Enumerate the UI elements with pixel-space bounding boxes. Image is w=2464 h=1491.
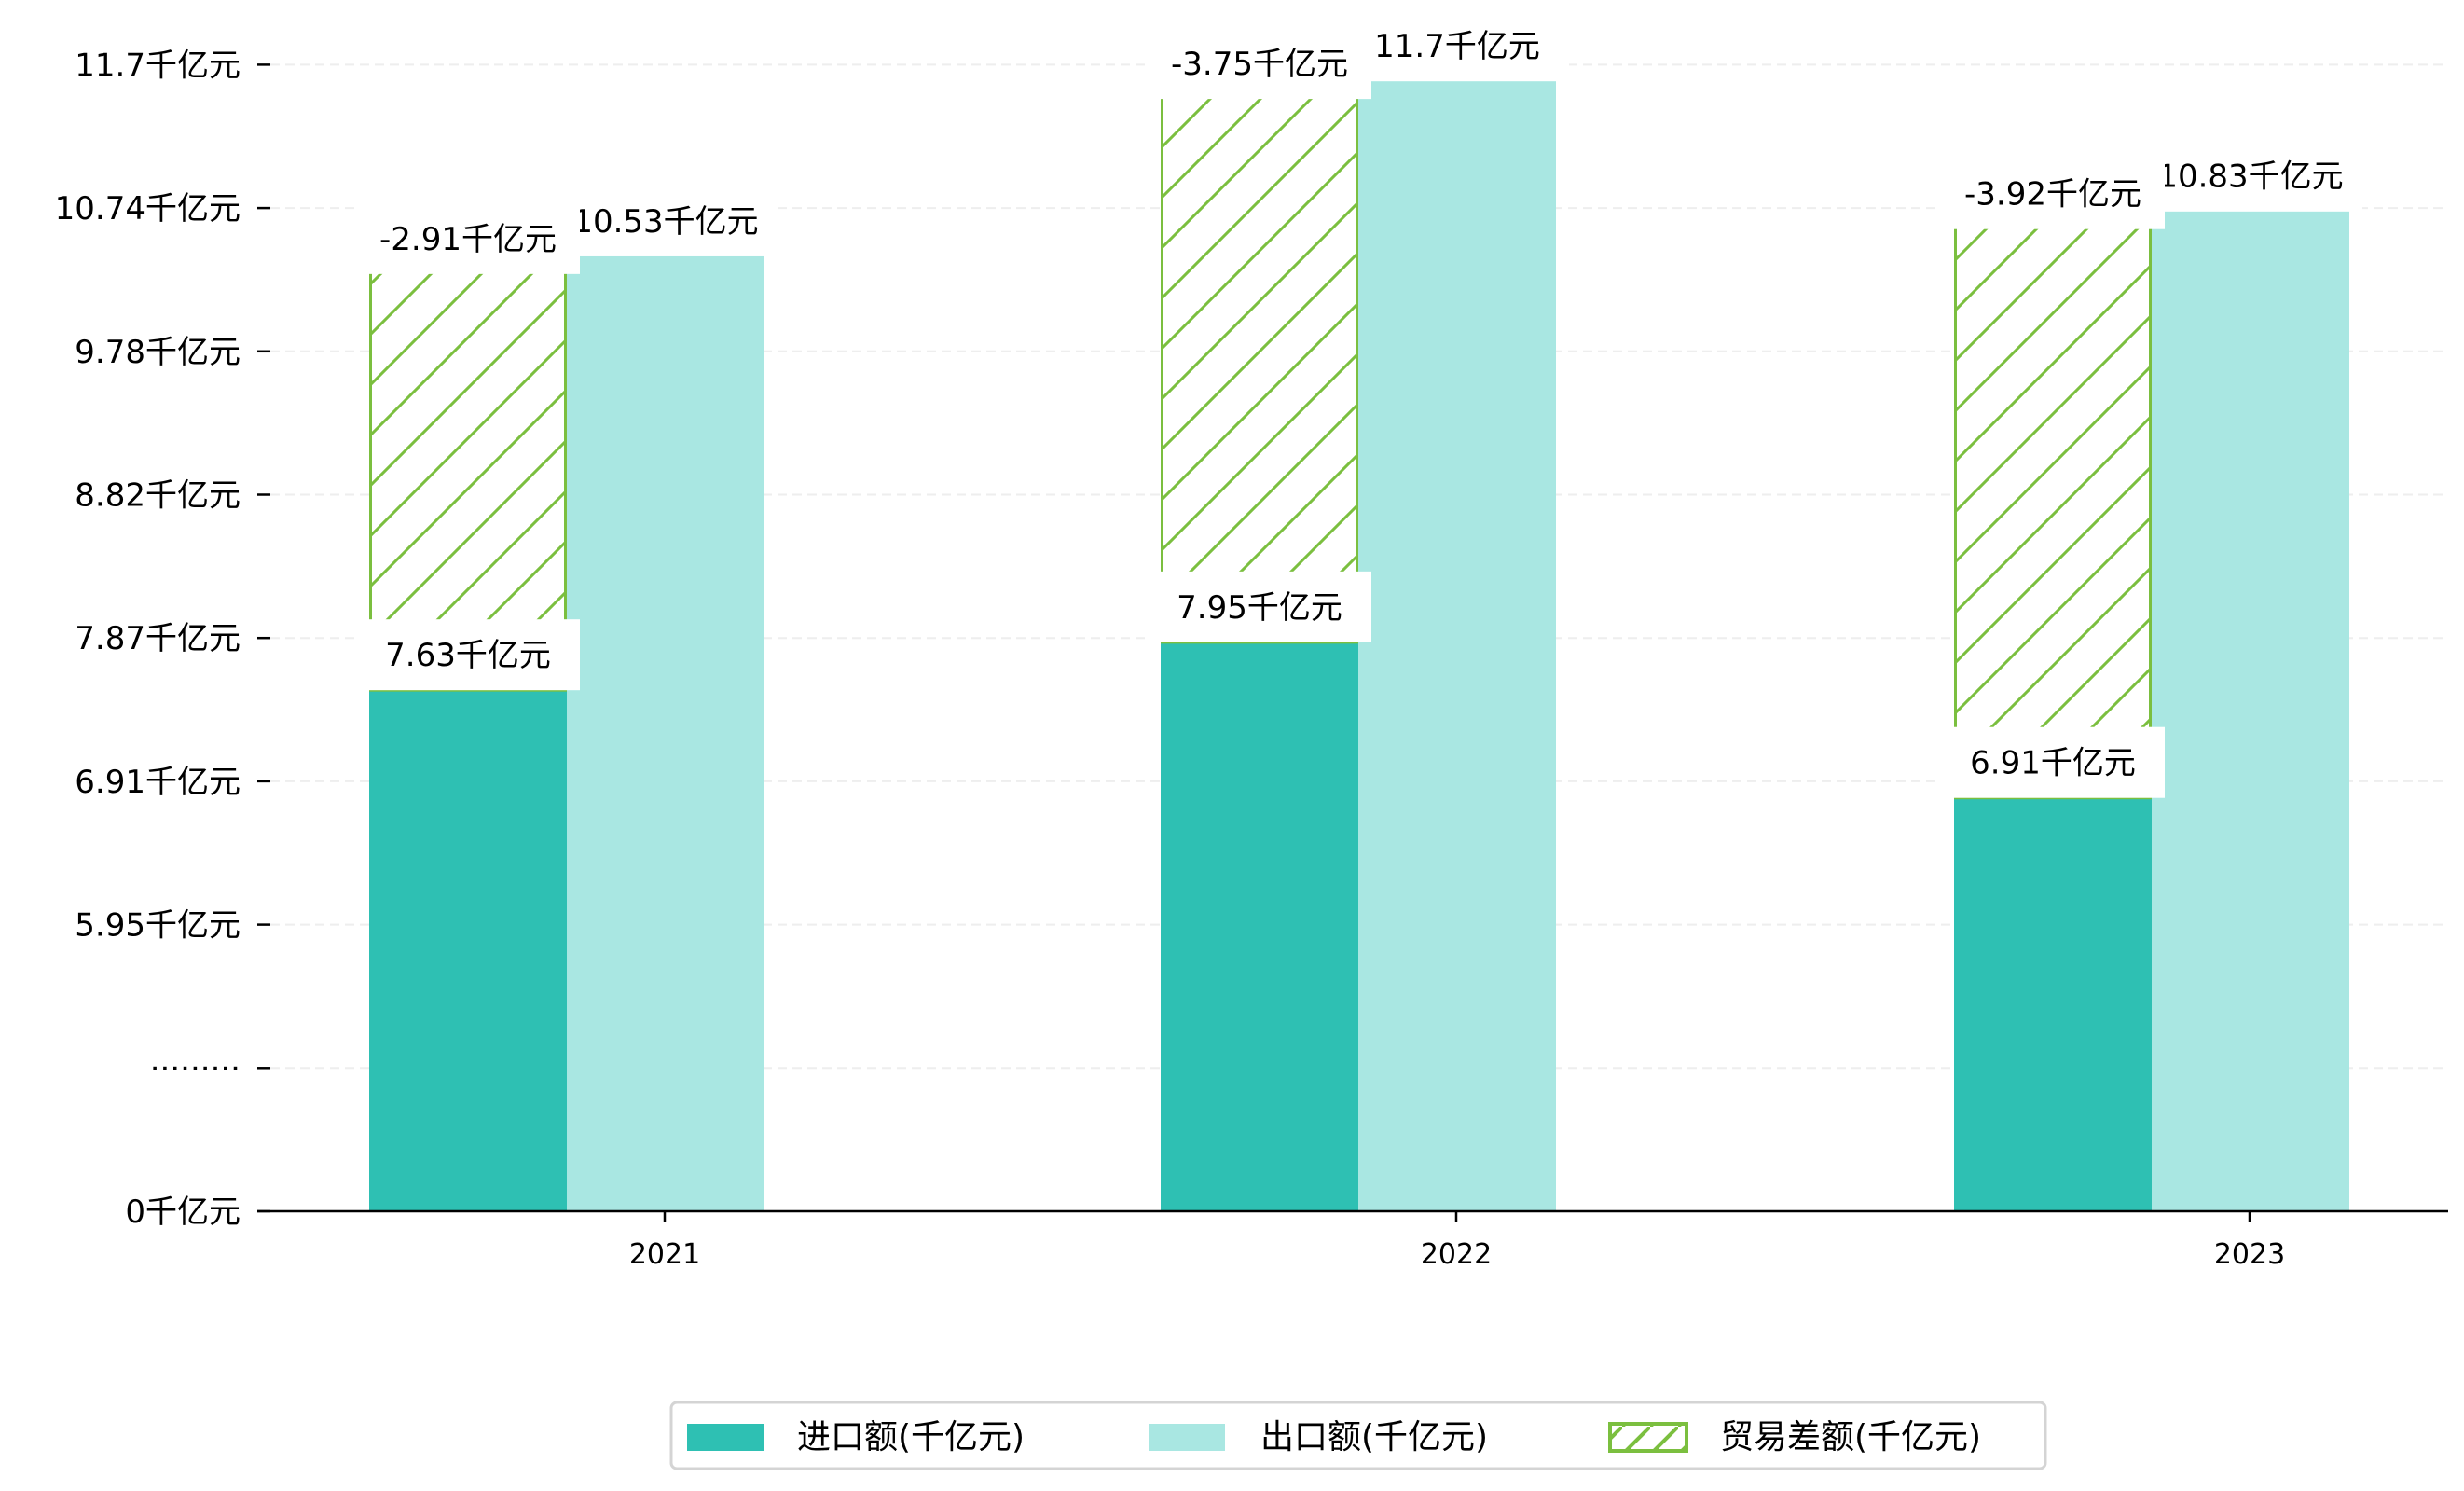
y-tick-label: 5.95千亿元	[75, 907, 241, 945]
trade-balance-label: -3.75千亿元	[1148, 28, 1371, 100]
legend-frame	[669, 1401, 2047, 1470]
data-labels: 7.63千亿元 10.53千亿元 -2.91千亿元 7.95千亿元 11.7千亿元 -3.…	[356, 10, 2362, 798]
legend-swatch	[1149, 1424, 1225, 1451]
import-bar	[1954, 797, 2152, 1211]
label-text: 7.63千亿元	[385, 637, 551, 674]
export-bar	[567, 255, 764, 1212]
label-text: 6.91千亿元	[1970, 745, 2136, 782]
import-label: 6.91千亿元	[1941, 726, 2165, 798]
label-text: 10.83千亿元	[2157, 159, 2343, 196]
label-box	[356, 202, 580, 274]
trade-balance-bar	[1954, 210, 2152, 800]
y-tick-label: 9.78千亿元	[75, 334, 241, 371]
legend-item: 贸易差额(千亿元)	[1608, 1418, 1981, 1456]
export-label: 11.7千亿元	[1345, 10, 1569, 82]
label-text: -3.75千亿元	[1171, 46, 1348, 83]
export-bar	[1358, 81, 1556, 1212]
label-box	[1941, 726, 2165, 798]
trade-balance-label: -2.91千亿元	[356, 202, 580, 274]
import-bar	[1161, 642, 1358, 1211]
label-text: -3.92千亿元	[1964, 176, 2141, 214]
label-text: 7.95千亿元	[1177, 589, 1342, 627]
export-label: 10.83千亿元	[2139, 140, 2362, 212]
legend-label: 贸易差额(千亿元)	[1720, 1418, 1981, 1456]
label-box	[1345, 10, 1569, 82]
y-tick-label: 6.91千亿元	[75, 764, 241, 801]
export-bar	[2152, 211, 2349, 1212]
import-label: 7.95千亿元	[1148, 571, 1371, 642]
y-tick-label: ·········	[150, 1050, 241, 1087]
x-tick-label: 2021	[629, 1238, 700, 1271]
legend-label: 出口额(千亿元)	[1260, 1418, 1488, 1456]
label-box	[1148, 571, 1371, 642]
trade-balance-bar	[1161, 79, 1358, 644]
trade-balance-label: -3.92千亿元	[1941, 158, 2165, 229]
legend: 进口额(千亿元) 出口额(千亿元) 贸易差额(千亿元)	[669, 1401, 2047, 1470]
y-axis: 0千亿元 ········· 5.95千亿元 6.91千亿元 7.87千亿元 8.82千亿…	[55, 47, 270, 1231]
y-tick-label: 7.87千亿元	[75, 620, 241, 657]
y-tick-label: 8.82千亿元	[75, 477, 241, 515]
legend-swatch	[687, 1424, 764, 1451]
label-box	[356, 619, 580, 691]
import-label: 7.63千亿元	[356, 619, 580, 691]
legend-label: 进口额(千亿元)	[797, 1418, 1025, 1456]
x-axis: 2021 2022 2023	[629, 1211, 2285, 1271]
label-box	[554, 185, 778, 256]
label-text: -2.91千亿元	[379, 221, 557, 258]
label-text: 11.7千亿元	[1374, 28, 1540, 65]
y-tick-label: 0千亿元	[125, 1194, 241, 1231]
label-box	[1148, 28, 1371, 100]
legend-swatch	[1608, 1422, 1688, 1453]
x-tick-label: 2022	[1421, 1238, 1492, 1271]
y-tick-label: 10.74千亿元	[55, 190, 241, 228]
label-box	[2139, 140, 2362, 212]
legend-item: 出口额(千亿元)	[1149, 1418, 1488, 1456]
export-label: 10.53千亿元	[554, 185, 778, 256]
import-bar	[369, 690, 567, 1211]
label-box	[1941, 158, 2165, 229]
bars	[369, 79, 2349, 1212]
legend-item: 进口额(千亿元)	[687, 1418, 1025, 1456]
x-tick-label: 2023	[2214, 1238, 2285, 1271]
y-tick-label: 11.7千亿元	[75, 47, 241, 84]
label-text: 10.53千亿元	[572, 203, 758, 241]
